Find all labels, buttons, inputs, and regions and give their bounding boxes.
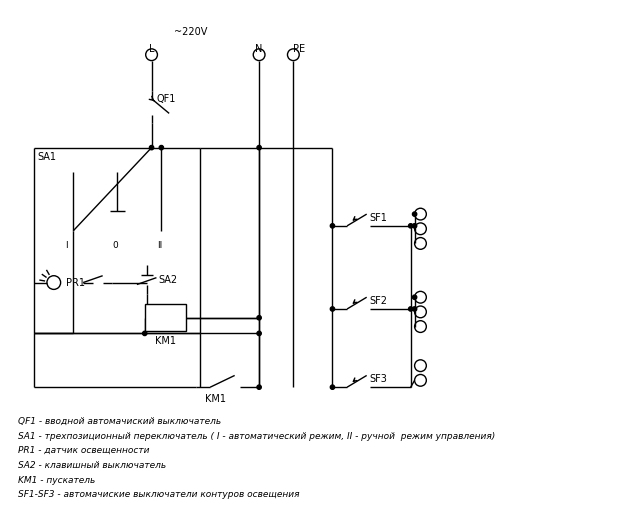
Circle shape [408,224,413,228]
Text: PR1 - датчик освещенности: PR1 - датчик освещенности [17,446,149,455]
Circle shape [412,224,417,228]
Circle shape [257,331,261,336]
Text: SA2 - клавишный выключатель: SA2 - клавишный выключатель [17,461,166,470]
Circle shape [150,146,154,150]
Text: SA2: SA2 [158,275,177,285]
Text: SF3: SF3 [370,375,387,385]
Text: PE: PE [294,44,305,54]
Circle shape [257,146,261,150]
Circle shape [408,307,413,311]
Text: L: L [149,44,154,54]
Text: QF1 - вводной автомачиский выключатель: QF1 - вводной автомачиский выключатель [17,417,221,426]
Text: SF2: SF2 [370,296,387,306]
Circle shape [412,307,417,311]
Text: ~220V: ~220V [174,27,208,37]
Text: N: N [255,44,263,54]
Circle shape [412,212,417,216]
Text: SF1-SF3 - автомачиские выключатели контуров освещения: SF1-SF3 - автомачиские выключатели конту… [17,490,299,499]
Text: QF1: QF1 [156,94,176,104]
Text: SA1: SA1 [37,153,56,163]
Text: SF1: SF1 [370,213,387,223]
Circle shape [143,331,147,336]
Text: II: II [157,241,162,250]
Circle shape [330,307,334,311]
Text: KM1 - пускатель: KM1 - пускатель [17,476,95,484]
Bar [145,304,186,331]
Circle shape [412,295,417,299]
Circle shape [159,146,164,150]
Text: 0: 0 [112,241,118,250]
Text: SA1 - трехпозиционный переключатель ( I - автоматический режим, II - ручной  реж: SA1 - трехпозиционный переключатель ( I … [17,431,495,441]
Circle shape [330,385,334,389]
Text: I: I [65,241,68,250]
Text: KM1: KM1 [154,336,176,346]
Text: KM1: KM1 [205,394,226,404]
Text: PR1: PR1 [67,278,85,288]
Circle shape [257,316,261,320]
Circle shape [330,224,334,228]
Circle shape [257,385,261,389]
